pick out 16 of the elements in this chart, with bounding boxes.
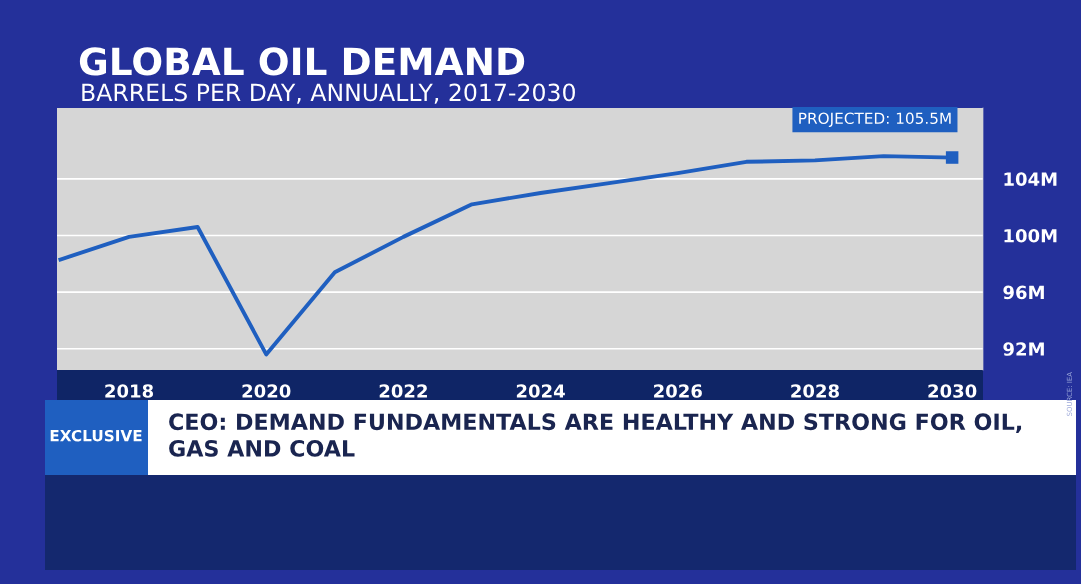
y-tick-label: 92M bbox=[1003, 342, 1044, 356]
y-tick-label: 104M bbox=[1004, 172, 1057, 186]
y-tick-label: 100M bbox=[1004, 228, 1057, 243]
x-tick-label: 2028 bbox=[791, 384, 839, 398]
chart-subtitle: BARRELS PER DAY, ANNUALLY, 2017-2030 bbox=[82, 83, 575, 104]
chart-title: GLOBAL OIL DEMAND bbox=[79, 47, 525, 76]
x-tick-label: 2018 bbox=[105, 384, 154, 398]
x-tick-label: 2024 bbox=[516, 384, 565, 398]
x-tick-label: 2026 bbox=[654, 384, 702, 398]
x-tick-label: 2030 bbox=[928, 384, 977, 398]
annotation: PROJECTED: 105.5M bbox=[799, 112, 951, 127]
y-tick-label: 96M bbox=[1003, 285, 1044, 300]
x-tick-label: 2020 bbox=[242, 384, 291, 398]
text: CEO: DEMAND FUNDAMENTALS ARE HEALTHY AND STRONG FOR OIL, GAS AND COAL bbox=[169, 413, 1022, 457]
text: EXCLUSIVE bbox=[50, 429, 142, 442]
x-tick-label: 2022 bbox=[379, 384, 427, 398]
